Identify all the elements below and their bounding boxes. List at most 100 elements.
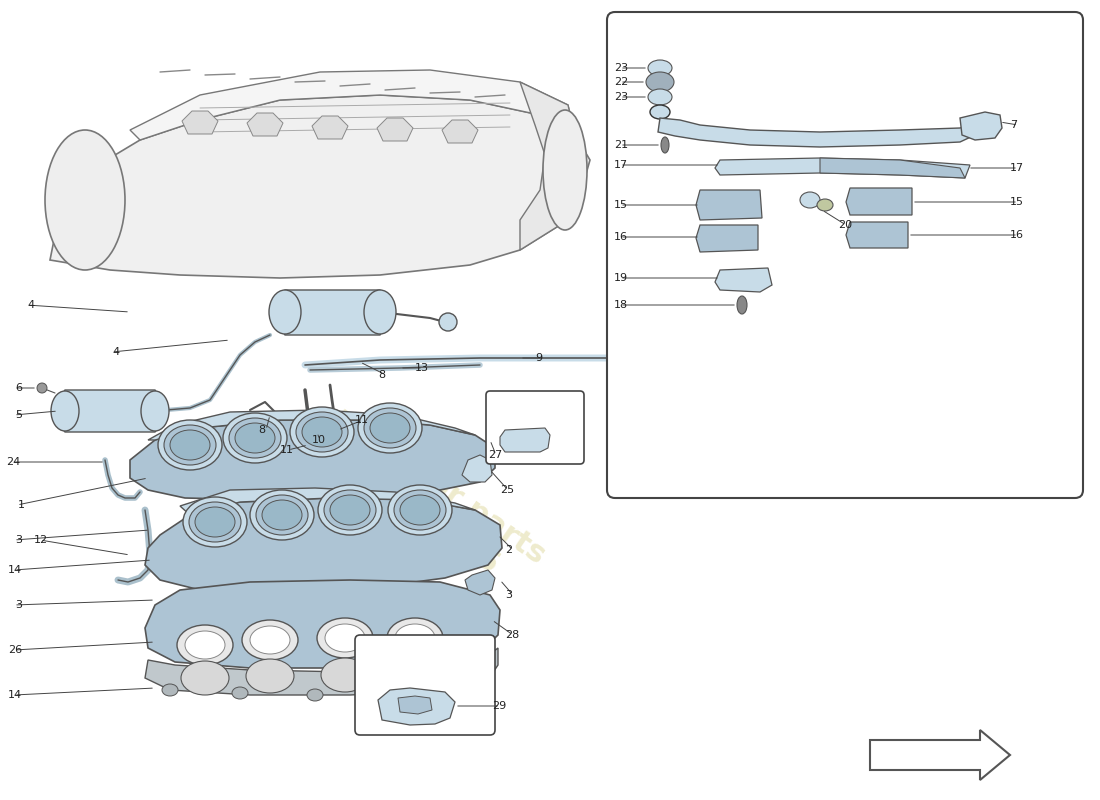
Ellipse shape <box>364 290 396 334</box>
Ellipse shape <box>229 418 280 458</box>
Ellipse shape <box>395 624 434 652</box>
Text: 10: 10 <box>312 435 326 445</box>
Polygon shape <box>312 116 348 139</box>
Polygon shape <box>462 455 492 482</box>
Text: 14: 14 <box>8 690 22 700</box>
Text: 13: 13 <box>415 363 429 373</box>
Text: 4: 4 <box>113 347 120 357</box>
Polygon shape <box>820 158 965 178</box>
Text: 5: 5 <box>15 410 22 420</box>
Ellipse shape <box>650 105 670 119</box>
Ellipse shape <box>370 413 410 443</box>
Ellipse shape <box>164 425 216 465</box>
Ellipse shape <box>162 684 178 696</box>
Text: 29: 29 <box>492 701 506 711</box>
Polygon shape <box>280 290 385 335</box>
Ellipse shape <box>439 313 456 331</box>
Ellipse shape <box>235 423 275 453</box>
Text: parts for parts
since 1965: parts for parts since 1965 <box>309 402 551 598</box>
Ellipse shape <box>290 407 354 457</box>
Ellipse shape <box>358 403 422 453</box>
Polygon shape <box>442 120 478 143</box>
Text: 16: 16 <box>614 232 628 242</box>
Ellipse shape <box>318 485 382 535</box>
Text: 6: 6 <box>15 383 22 393</box>
Polygon shape <box>145 498 502 592</box>
Ellipse shape <box>330 495 370 525</box>
Polygon shape <box>658 118 980 147</box>
Ellipse shape <box>737 296 747 314</box>
Text: 15: 15 <box>614 200 628 210</box>
Polygon shape <box>58 390 162 432</box>
Ellipse shape <box>262 500 303 530</box>
Ellipse shape <box>661 137 669 153</box>
Ellipse shape <box>232 687 248 699</box>
Text: 21: 21 <box>614 140 628 150</box>
Ellipse shape <box>177 625 233 665</box>
Polygon shape <box>715 268 772 292</box>
Ellipse shape <box>387 618 443 658</box>
Polygon shape <box>148 410 475 440</box>
Ellipse shape <box>246 659 294 693</box>
Text: 26: 26 <box>8 645 22 655</box>
Polygon shape <box>696 225 758 252</box>
Text: 11: 11 <box>355 415 368 425</box>
Text: 17: 17 <box>1010 163 1024 173</box>
Text: 15: 15 <box>1010 197 1024 207</box>
Text: delphi: delphi <box>274 510 446 650</box>
Text: 19: 19 <box>614 273 628 283</box>
Polygon shape <box>465 570 495 595</box>
Text: 8: 8 <box>378 370 385 380</box>
Ellipse shape <box>800 192 820 208</box>
Ellipse shape <box>648 60 672 76</box>
Ellipse shape <box>223 413 287 463</box>
Ellipse shape <box>388 485 452 535</box>
Ellipse shape <box>45 130 125 270</box>
Polygon shape <box>500 428 550 452</box>
Ellipse shape <box>51 391 79 431</box>
FancyBboxPatch shape <box>355 635 495 735</box>
Ellipse shape <box>141 391 169 431</box>
Text: 25: 25 <box>500 485 514 495</box>
Ellipse shape <box>400 495 440 525</box>
Text: 1: 1 <box>18 500 25 510</box>
Ellipse shape <box>256 495 308 535</box>
Polygon shape <box>130 70 575 140</box>
Polygon shape <box>145 580 500 668</box>
Ellipse shape <box>270 290 301 334</box>
Text: 8: 8 <box>258 425 265 435</box>
Ellipse shape <box>648 89 672 105</box>
Text: 17: 17 <box>614 160 628 170</box>
Ellipse shape <box>250 490 314 540</box>
Polygon shape <box>520 82 580 250</box>
FancyBboxPatch shape <box>486 391 584 464</box>
Ellipse shape <box>317 618 373 658</box>
Text: 11: 11 <box>280 445 294 455</box>
Text: 12: 12 <box>34 535 48 545</box>
Polygon shape <box>696 190 762 220</box>
Ellipse shape <box>170 430 210 460</box>
Polygon shape <box>846 222 907 248</box>
Ellipse shape <box>189 502 241 542</box>
Text: 3: 3 <box>15 535 22 545</box>
Ellipse shape <box>817 199 833 211</box>
Polygon shape <box>715 158 970 178</box>
Ellipse shape <box>321 658 368 692</box>
Polygon shape <box>182 111 218 134</box>
Ellipse shape <box>543 110 587 230</box>
Text: 24: 24 <box>6 457 20 467</box>
Bar <box>318 415 346 435</box>
Text: 4: 4 <box>28 300 35 310</box>
Polygon shape <box>248 113 283 136</box>
Text: 20: 20 <box>838 220 853 230</box>
Ellipse shape <box>452 682 468 694</box>
Ellipse shape <box>302 417 342 447</box>
Ellipse shape <box>37 383 47 393</box>
Text: 3: 3 <box>505 590 512 600</box>
Polygon shape <box>870 730 1010 780</box>
Text: 2: 2 <box>505 545 513 555</box>
Ellipse shape <box>324 490 376 530</box>
Ellipse shape <box>296 412 348 452</box>
Polygon shape <box>846 188 912 215</box>
Ellipse shape <box>390 658 439 692</box>
